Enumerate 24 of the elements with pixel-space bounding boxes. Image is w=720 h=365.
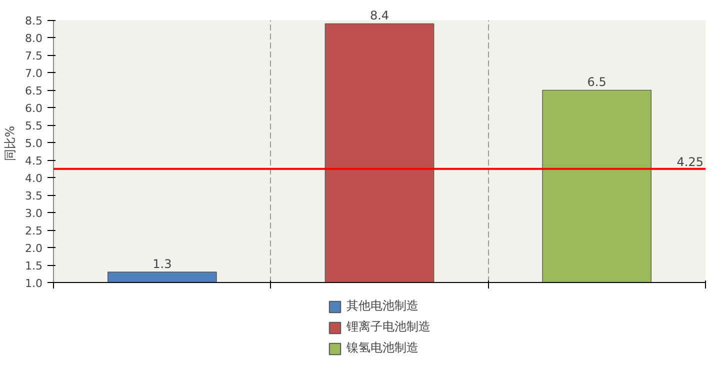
- data-label: 8.4: [370, 8, 390, 23]
- y-tick-label: 2.5: [25, 224, 43, 238]
- ref-line-label: 4.25: [676, 154, 704, 169]
- data-label: 1.3: [152, 257, 172, 272]
- y-tick-label: 8.0: [25, 32, 43, 46]
- y-tick-label: 4.5: [25, 154, 43, 168]
- legend-label: 其他电池制造: [346, 298, 418, 314]
- legend-label: 锂离子电池制造: [346, 318, 430, 336]
- y-tick-label: 6.0: [25, 102, 43, 116]
- y-tick-label: 6.5: [25, 84, 43, 98]
- y-tick-label: 4.0: [25, 172, 43, 186]
- y-tick-label: 3.5: [25, 190, 43, 203]
- y-tick-label: 7.5: [25, 50, 43, 63]
- data-label: 6.5: [587, 75, 606, 90]
- y-tick-label: 7.0: [25, 67, 43, 80]
- y-tick-label: 5.0: [25, 137, 43, 150]
- y-tick-label: 3.0: [25, 207, 43, 220]
- y-tick-label: 2.0: [25, 242, 43, 256]
- legend-label: 镍氢电池制造: [346, 340, 418, 356]
- y-tick-label: 1.5: [25, 260, 43, 273]
- y-tick-label: 1.0: [25, 277, 43, 290]
- y-tick-label: 8.5: [25, 14, 43, 28]
- y-tick-label: 5.5: [25, 120, 43, 133]
- y-axis-title: 同比%: [3, 126, 18, 162]
